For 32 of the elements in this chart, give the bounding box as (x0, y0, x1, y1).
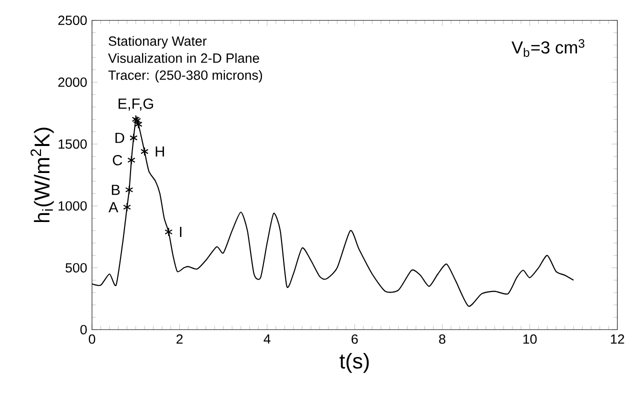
point (140, 146, 149, 156)
point (127, 156, 136, 165)
x-tick-label: 2 (176, 334, 183, 344)
annotation: Tracer: (250-380 microns) (108, 70, 262, 83)
x-tick-label: 0 (88, 334, 96, 344)
x-tick-label: 10 (523, 334, 537, 344)
point (164, 227, 173, 236)
y-tick-label: 1000 (58, 201, 87, 211)
y-axis-title: h$_{i}$(W/m$^{2}$K) (30, 128, 54, 222)
annotation: H (156, 146, 164, 157)
annotation: C (112, 154, 122, 166)
annotation: I (180, 226, 182, 237)
y-tick-label: 2500 (58, 16, 87, 26)
y-tick-label: 2000 (58, 77, 87, 87)
annotation: V$_{b}$=3 cm$^{3}$ (512, 39, 584, 57)
annotation: Stationary Water (108, 36, 207, 48)
x-tick-label: 4 (264, 334, 270, 344)
y-tick-label: 0 (80, 324, 87, 334)
x-tick-label: 6 (352, 334, 358, 344)
annotation: B (112, 184, 120, 195)
point (125, 185, 134, 194)
annotation: E,F,G (118, 98, 154, 111)
x-tick-label: 12 (610, 334, 624, 344)
annotation: Visualization in 2-D Plane (108, 53, 260, 63)
y-tick-label: 1500 (58, 139, 87, 149)
x-tick-label: 8 (439, 334, 446, 344)
annotation: A (108, 202, 118, 212)
y-tick-label: 500 (66, 263, 87, 273)
x-axis-title: t(s) (340, 352, 369, 373)
point (123, 202, 132, 212)
point (130, 133, 138, 142)
annotation: D (116, 132, 124, 143)
